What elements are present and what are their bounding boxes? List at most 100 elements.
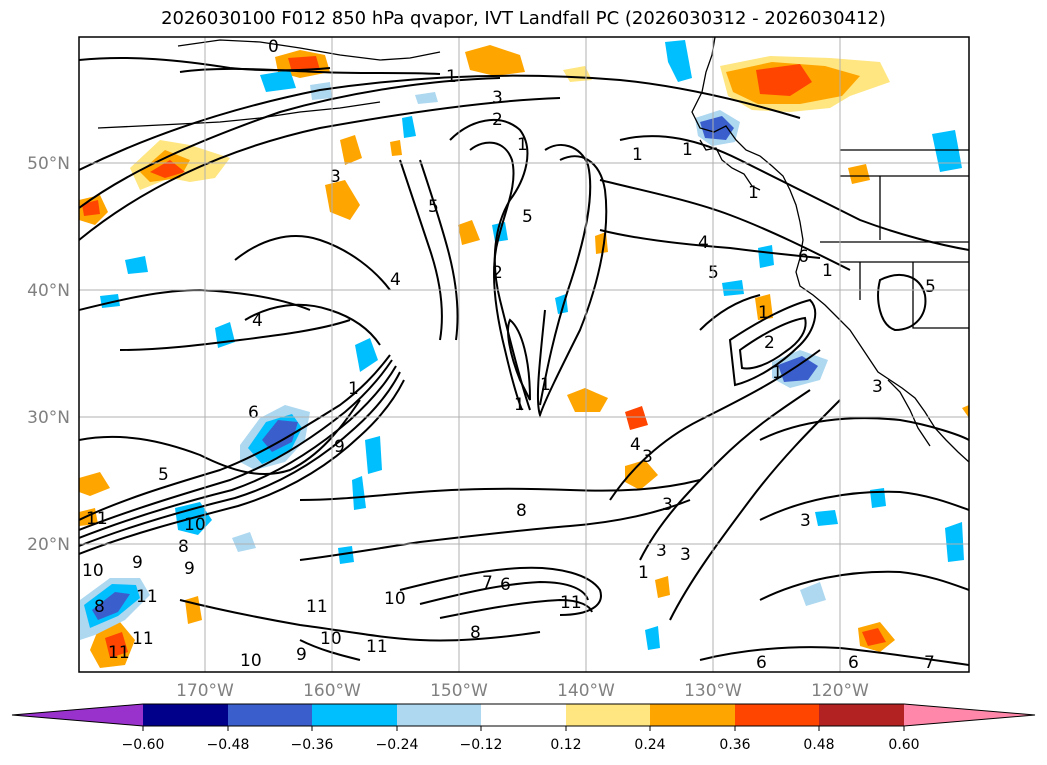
lon-label: 150°W (430, 681, 488, 701)
contour-label: 3 (872, 377, 883, 397)
contour-label: 11 (86, 509, 108, 529)
colorbar-tick-label: −0.24 (376, 737, 419, 753)
colorbar: −0.60 −0.48 −0.36 −0.24 −0.12 0.12 0.24 … (11, 703, 1036, 753)
contour-label: 3 (662, 495, 673, 515)
contour-labels: 0 1 3 2 1 1 1 3 5 5 2 6 1 4 5 4 4 5 6 9 … (82, 37, 936, 673)
lon-label: 160°W (303, 681, 361, 701)
contour-label: 1 (514, 395, 525, 415)
colorbar-tick-label: 0.60 (888, 737, 919, 753)
plot-background (79, 37, 969, 672)
colorbar-bin (481, 704, 566, 726)
colorbar-bin (819, 704, 904, 726)
lon-label: 140°W (557, 681, 615, 701)
contour-label: 6 (798, 247, 809, 267)
contour-label: 1 (682, 140, 693, 160)
contour-label: 9 (184, 559, 195, 579)
contour-label: 1 (748, 183, 759, 203)
contour-label: 1 (517, 135, 528, 155)
contour-label: 1 (758, 303, 769, 323)
contour-label: 6 (756, 653, 767, 673)
contour-label: 1 (638, 563, 649, 583)
contour-label: 9 (132, 553, 143, 573)
contour-label: 1 (632, 145, 643, 165)
contour-label: 10 (240, 651, 262, 671)
plot-frame (78, 36, 970, 673)
map-title: 2026030100 F012 850 hPa qvapor, IVT Land… (161, 8, 886, 29)
contour-label: 5 (158, 465, 169, 485)
contour-label: 1 (772, 363, 783, 383)
contour-label: 8 (178, 537, 189, 557)
colorbar-bin (650, 704, 735, 726)
contour-label: 3 (492, 88, 503, 108)
contour-label: 6 (500, 575, 511, 595)
contour-label: 6 (848, 653, 859, 673)
contour-label: 11 (136, 587, 158, 607)
contour-label: 7 (924, 653, 935, 673)
colorbar-bin (228, 704, 312, 726)
contour-label: 10 (184, 515, 206, 535)
lon-label: 120°W (811, 681, 869, 701)
colorbar-tick-label: −0.60 (122, 737, 165, 753)
qvapor-shading (79, 40, 969, 668)
contour-label: 10 (320, 629, 342, 649)
lat-label: 40°N (27, 281, 70, 301)
colorbar-bin (397, 704, 481, 726)
contour-label: 4 (390, 270, 401, 290)
contour-label: 3 (330, 167, 341, 187)
colorbar-extend-over (904, 704, 1035, 726)
contour-label: 2 (492, 263, 503, 283)
contour-label: 4 (630, 435, 641, 455)
coastline (97, 37, 969, 463)
contour-label: 3 (642, 447, 653, 467)
contour-label: 5 (925, 277, 936, 297)
contour-label: 1 (446, 67, 457, 87)
colorbar-tick-label: 0.48 (803, 737, 834, 753)
contour-label: 6 (248, 403, 259, 423)
contour-label: 1 (540, 375, 551, 395)
colorbar-tick-label: −0.12 (460, 737, 503, 753)
ivt-contours (79, 57, 969, 666)
contour-label: 11 (366, 637, 388, 657)
contour-label: 11 (560, 593, 582, 613)
contour-label: 7 (482, 573, 493, 593)
contour-label: 0 (268, 37, 279, 57)
longitude-labels: 170°W 160°W 150°W 140°W 130°W 120°W (176, 681, 869, 701)
contour-label: 3 (800, 511, 811, 531)
contour-label: 8 (94, 597, 105, 617)
contour-label: 4 (252, 311, 263, 331)
lat-label: 30°N (27, 408, 70, 428)
contour-label: 3 (680, 545, 691, 565)
colorbar-bin (566, 704, 650, 726)
contour-label: 9 (296, 645, 307, 665)
contour-label: 9 (334, 437, 345, 457)
contour-label: 11 (306, 597, 328, 617)
contour-label: 1 (822, 261, 833, 281)
colorbar-bin (143, 704, 228, 726)
contour-label: 10 (82, 561, 104, 581)
colorbar-bin (735, 704, 819, 726)
contour-label: 11 (108, 643, 130, 663)
colorbar-tick-label: −0.48 (207, 737, 250, 753)
contour-label: 10 (384, 589, 406, 609)
contour-label: 2 (764, 333, 775, 353)
colorbar-tick-label: 0.12 (550, 737, 581, 753)
contour-label: 5 (428, 197, 439, 217)
colorbar-bin (312, 704, 397, 726)
colorbar-tick-label: 0.36 (719, 737, 750, 753)
latitude-labels: 50°N 40°N 30°N 20°N (27, 154, 70, 555)
contour-label: 11 (132, 629, 154, 649)
contour-label: 8 (516, 501, 527, 521)
colorbar-extend-under (12, 704, 143, 726)
contour-label: 8 (470, 623, 481, 643)
lon-label: 130°W (684, 681, 742, 701)
colorbar-tick-label: 0.24 (634, 737, 665, 753)
colorbar-tick-label: −0.36 (291, 737, 334, 753)
contour-label: 4 (698, 233, 709, 253)
lon-label: 170°W (176, 681, 234, 701)
contour-label: 1 (348, 379, 359, 399)
lat-label: 20°N (27, 535, 70, 555)
contour-label: 3 (656, 541, 667, 561)
lat-label: 50°N (27, 154, 70, 174)
gridlines (79, 37, 969, 672)
contour-label: 2 (492, 110, 503, 130)
